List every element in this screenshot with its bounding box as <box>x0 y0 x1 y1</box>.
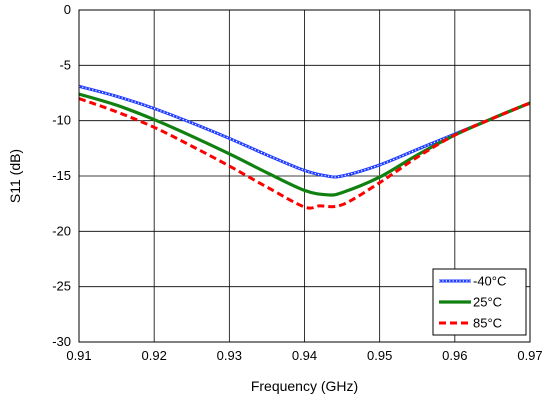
series-layer <box>78 84 531 210</box>
legend-label: 85°C <box>473 316 502 331</box>
y-tick-label: -25 <box>52 279 71 294</box>
y-tick-label: -5 <box>59 57 71 72</box>
x-tick-label: 0.91 <box>66 348 91 363</box>
x-tick-label: 0.92 <box>142 348 167 363</box>
plot-frame <box>78 9 531 343</box>
x-tick-label: 0.94 <box>292 348 317 363</box>
series-2-line <box>78 97 531 210</box>
x-tick-label: 0.97 <box>517 348 542 363</box>
series-0-line-markers <box>78 85 531 178</box>
x-tick-label: 0.93 <box>217 348 242 363</box>
x-tick-label: 0.95 <box>367 348 392 363</box>
y-tick-label: -10 <box>52 113 71 128</box>
y-tick-label: -30 <box>52 334 71 349</box>
legend-label: -40°C <box>473 274 506 289</box>
x-tick-label: 0.96 <box>442 348 467 363</box>
legend-label: 25°C <box>473 295 502 310</box>
y-tick-labels: 0 -5 -10 -15 -20 -25 -30 <box>52 2 71 349</box>
y-tick-label: -15 <box>52 168 71 183</box>
x-axis-title: Frequency (GHz) <box>251 378 358 394</box>
y-tick-label: 0 <box>64 2 71 17</box>
y-axis-title: S11 (dB) <box>7 149 23 203</box>
x-tick-labels: 0.91 0.92 0.93 0.94 0.95 0.96 0.97 <box>66 348 542 363</box>
y-tick-label: -20 <box>52 223 71 238</box>
legend: -40°C 25°C 85°C <box>432 268 527 336</box>
